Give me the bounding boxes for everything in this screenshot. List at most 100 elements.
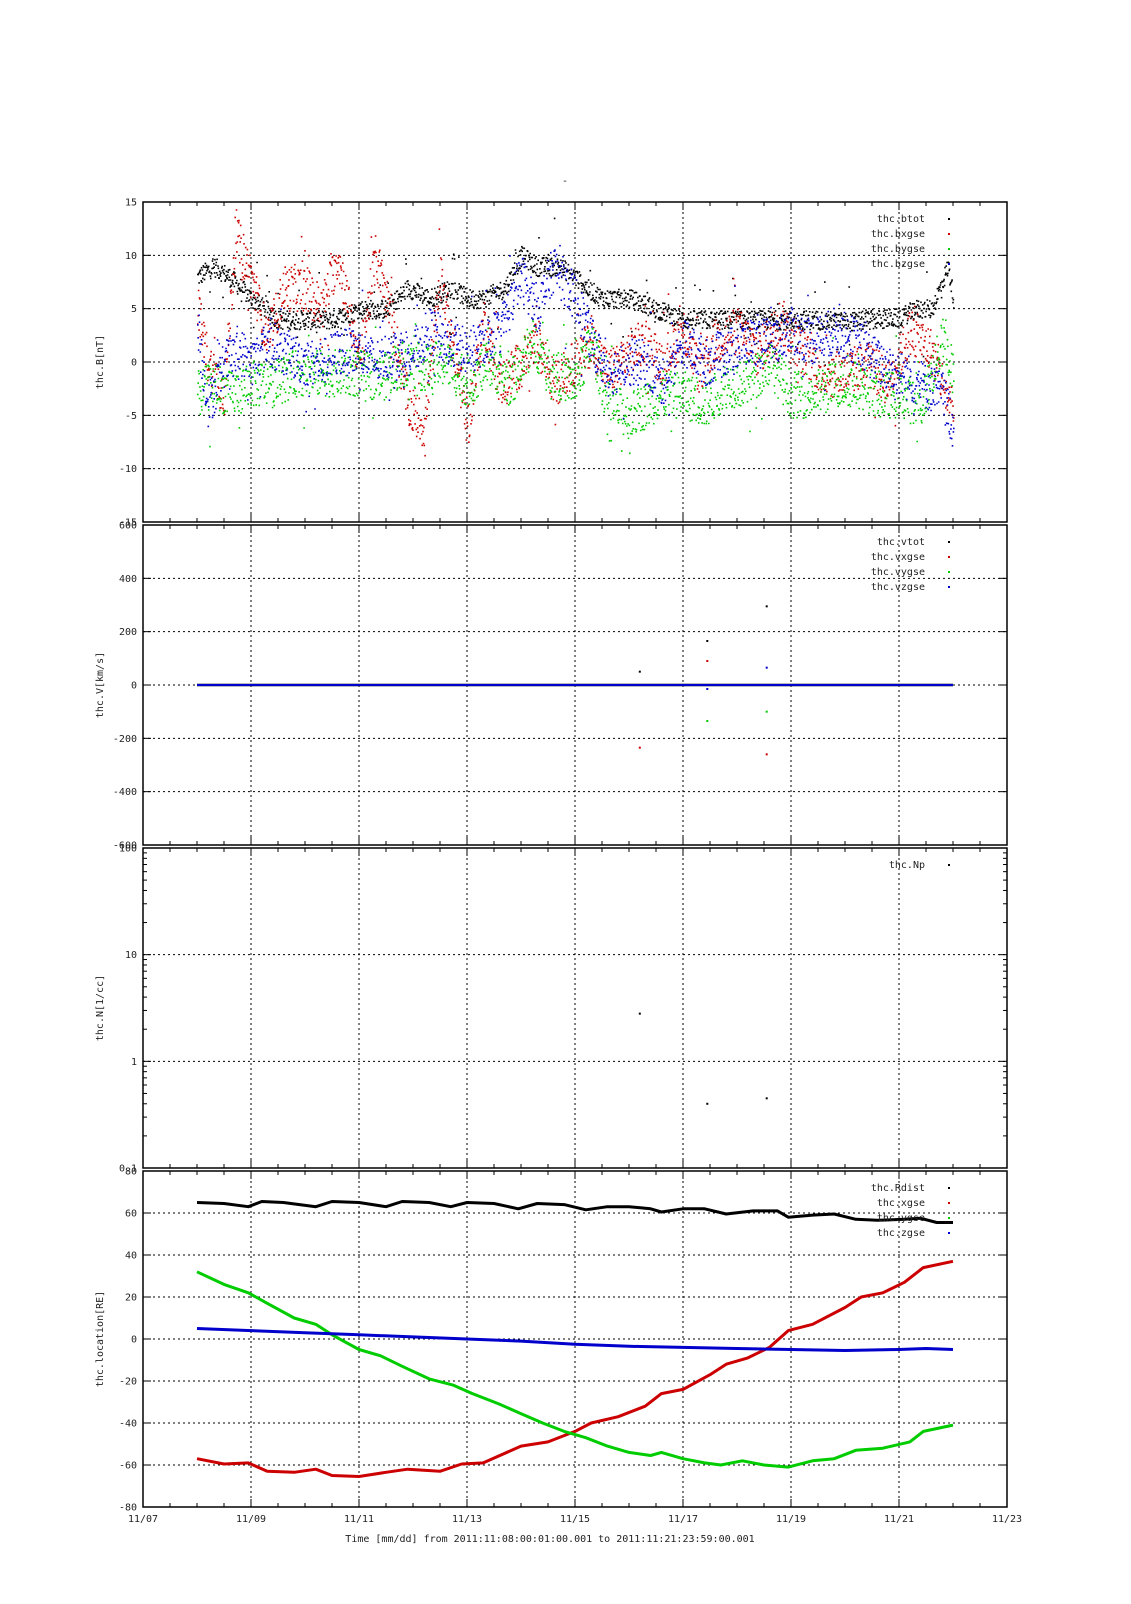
legend: thc.btot thc.bxgse thc.bygse thc.bzgse	[871, 214, 950, 270]
data-point	[765, 753, 768, 756]
y-tick-label: -10	[119, 464, 137, 475]
y-tick-label: 60	[125, 1209, 137, 1220]
legend-label: thc.bxgse	[871, 229, 925, 240]
series-thc-xgse	[196, 1259, 954, 1478]
data-point	[706, 640, 709, 642]
legend-swatch	[948, 248, 950, 250]
y-tick-label: 100	[119, 844, 137, 855]
y-tick-label: 20	[125, 1293, 137, 1304]
legend-swatch	[948, 218, 950, 220]
x-tick-label: 11/19	[776, 1514, 806, 1525]
scatter-points	[197, 217, 955, 366]
series-thc-Np	[638, 1012, 768, 1105]
legend-label: thc.vxgse	[871, 552, 925, 563]
legend-swatch	[948, 556, 950, 558]
panel-frame	[142, 201, 1008, 523]
y-tick-label: 200	[119, 627, 137, 638]
data-point	[706, 688, 709, 690]
y-tick-label: 10	[125, 950, 137, 961]
legend-label: thc.Np	[889, 860, 925, 871]
series-thc-vzgse	[197, 666, 953, 690]
scatter-points	[197, 244, 955, 447]
panels: 151050-5-10-15thc.B[nT]thc.btotthc.bxgse…	[95, 198, 1022, 1526]
y-tick-label: 0	[131, 681, 137, 692]
series-thc-zgse	[196, 1327, 954, 1352]
series-thc-bxgse	[197, 209, 955, 457]
legend-label: thc.vzgse	[871, 582, 925, 593]
series-line	[196, 1270, 954, 1469]
y-tick-label: 40	[125, 1251, 137, 1262]
legend-swatch	[948, 233, 950, 235]
figure-title: -	[562, 176, 568, 187]
series-thc-bygse	[197, 318, 955, 455]
legend-label: thc.Rdist	[871, 1183, 925, 1194]
data-point	[706, 720, 709, 722]
y-axis-label: thc.B[nT]	[95, 335, 106, 389]
data-point	[638, 746, 641, 749]
y-tick-label: -5	[125, 411, 137, 422]
legend-label: thc.vygse	[871, 567, 925, 578]
y-tick-label: -400	[113, 787, 137, 798]
legend: thc.vtot thc.vxgse thc.vygse thc.vzgse	[871, 537, 950, 593]
data-point	[765, 1097, 768, 1100]
data-point	[638, 670, 641, 673]
series-thc-btot	[197, 217, 955, 366]
y-tick-label: 400	[119, 574, 137, 585]
y-axis-label: thc.V[km/s]	[95, 652, 106, 718]
legend-swatch	[948, 1202, 950, 1204]
y-tick-label: -60	[119, 1461, 137, 1472]
scatter-points	[197, 209, 955, 457]
legend-swatch	[948, 586, 950, 588]
legend: thc.Np	[889, 860, 950, 871]
plot-area	[197, 209, 955, 457]
data-point	[765, 710, 768, 713]
y-tick-label: 0.1	[119, 1164, 137, 1175]
data-point	[765, 605, 768, 608]
y-tick-label: -40	[119, 1419, 137, 1430]
x-tick-label: 11/09	[236, 1514, 266, 1525]
legend-swatch	[948, 1187, 950, 1189]
panel-frame	[142, 524, 1008, 846]
x-tick-label: 11/15	[560, 1514, 590, 1525]
y-tick-label: 5	[131, 304, 137, 315]
y-tick-label: 1	[131, 1057, 137, 1068]
panel-4: 80 60 40 20 0 -20 -40 -60 -80 thc.location[RE] thc…	[95, 1167, 1008, 1514]
series-thc-Rdist	[196, 1200, 953, 1224]
data-point	[706, 1102, 709, 1105]
legend-label: thc.ygse	[877, 1213, 925, 1224]
panel-3: 100 10 1 0.1 thc.N[1/cc] thc.Np	[95, 844, 1008, 1175]
legend: thc.Rdist thc.xgse thc.ygse thc.zgse	[871, 1183, 950, 1239]
series-line	[196, 1259, 954, 1478]
plot-area	[638, 1012, 768, 1105]
panel-frame	[142, 847, 1008, 1169]
x-tick-label: 11/13	[452, 1514, 482, 1525]
data-point	[638, 1012, 641, 1015]
x-tick-label: 11/07	[128, 1514, 158, 1525]
y-tick-label: -200	[113, 734, 137, 745]
plot-area	[196, 1200, 954, 1478]
y-tick-label: 0	[131, 358, 137, 369]
y-tick-label: 600	[119, 521, 137, 532]
legend-swatch	[948, 263, 950, 265]
data-point	[706, 660, 709, 662]
series-thc-bzgse	[197, 244, 955, 447]
legend-swatch	[948, 571, 950, 573]
legend-swatch	[948, 1232, 950, 1234]
y-tick-label: 15	[125, 198, 137, 209]
x-axis-title: Time [mm/dd] from 2011:11:08:00:01:00.00…	[345, 1534, 754, 1545]
scatter-points	[197, 318, 955, 455]
x-tick-label: 11/21	[884, 1514, 914, 1525]
y-tick-label: 80	[125, 1167, 137, 1178]
data-point	[765, 666, 768, 669]
plot-area	[197, 605, 953, 756]
legend-swatch	[948, 864, 950, 866]
y-tick-label: -600	[113, 841, 137, 852]
series-line	[196, 1200, 953, 1224]
legend-swatch	[948, 541, 950, 543]
y-axis-label: thc.location[RE]	[95, 1291, 106, 1387]
legend-label: thc.bzgse	[871, 259, 925, 270]
y-axis-label: thc.N[1/cc]	[95, 975, 106, 1041]
legend-swatch	[948, 1217, 950, 1219]
